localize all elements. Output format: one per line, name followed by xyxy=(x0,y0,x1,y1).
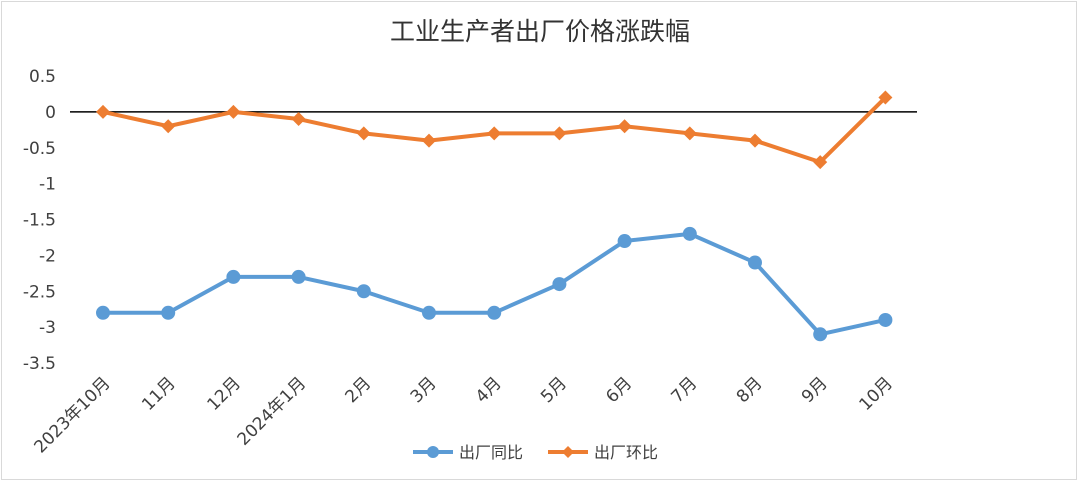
y-axis-ticks: 0.5 0 -0.5 -1 -1.5 -2 -2.5 -3 -3.5 xyxy=(23,67,56,374)
data-point-diamond xyxy=(552,126,567,141)
data-point-diamond xyxy=(682,126,697,141)
y-tick-label: -3.5 xyxy=(23,354,56,374)
x-tick-label: 11月 xyxy=(138,373,179,414)
legend-marker-diamond xyxy=(562,446,574,458)
data-point-circle xyxy=(617,234,632,249)
data-point-diamond xyxy=(161,119,176,134)
x-tick-label: 6月 xyxy=(602,373,636,407)
x-tick-label: 3月 xyxy=(407,373,441,407)
data-point-circle xyxy=(748,255,762,270)
data-point-diamond xyxy=(487,126,502,141)
data-point-circle xyxy=(356,284,371,299)
x-tick-label: 5月 xyxy=(537,373,571,407)
data-point-diamond xyxy=(291,112,306,127)
legend-marker-circle xyxy=(427,446,439,458)
data-point-diamond xyxy=(748,133,762,148)
y-tick-label: -0.5 xyxy=(23,139,56,159)
x-tick-label: 9月 xyxy=(798,373,832,407)
legend-label: 出厂同比 xyxy=(459,443,523,462)
x-tick-label: 10月 xyxy=(855,373,896,414)
data-point-diamond xyxy=(617,119,632,134)
x-tick-label: 2月 xyxy=(342,373,376,407)
y-tick-label: 0 xyxy=(45,103,56,123)
series-layer xyxy=(96,90,893,342)
series-1 xyxy=(96,226,893,342)
series-2 xyxy=(96,90,893,170)
y-tick-label: -2.5 xyxy=(23,282,56,302)
x-tick-label: 2024年1月 xyxy=(234,373,310,449)
y-tick-label: -1 xyxy=(39,175,56,195)
x-tick-label: 7月 xyxy=(668,373,702,407)
data-point-circle xyxy=(682,226,697,241)
data-point-circle xyxy=(878,312,893,327)
data-point-circle xyxy=(96,305,110,320)
x-tick-label: 4月 xyxy=(472,373,506,407)
legend-item: 出厂环比 xyxy=(548,443,658,462)
x-tick-label: 2023年10月 xyxy=(30,373,114,457)
y-tick-label: -2 xyxy=(39,246,56,266)
data-point-circle xyxy=(487,305,502,320)
legend-item: 出厂同比 xyxy=(413,443,523,462)
y-tick-label: -3 xyxy=(39,318,56,338)
data-point-diamond xyxy=(878,90,893,105)
data-point-diamond xyxy=(813,155,828,170)
data-point-circle xyxy=(552,277,567,292)
x-tick-label: 8月 xyxy=(733,373,767,407)
data-point-diamond xyxy=(226,104,241,119)
legend-label: 出厂环比 xyxy=(594,443,658,462)
y-tick-label: -1.5 xyxy=(23,211,56,231)
y-tick-label: 0.5 xyxy=(29,67,56,87)
chart-title: 工业生产者出厂价格涨跌幅 xyxy=(390,17,690,46)
data-point-circle xyxy=(813,327,828,342)
data-point-circle xyxy=(161,305,176,320)
data-point-diamond xyxy=(356,126,371,141)
data-point-circle xyxy=(226,269,241,284)
data-point-diamond xyxy=(422,133,436,148)
legend: 出厂同比 出厂环比 xyxy=(413,443,658,462)
data-point-circle xyxy=(422,305,436,320)
data-point-diamond xyxy=(96,104,110,119)
data-point-circle xyxy=(291,269,306,284)
x-tick-label: 12月 xyxy=(203,373,244,414)
